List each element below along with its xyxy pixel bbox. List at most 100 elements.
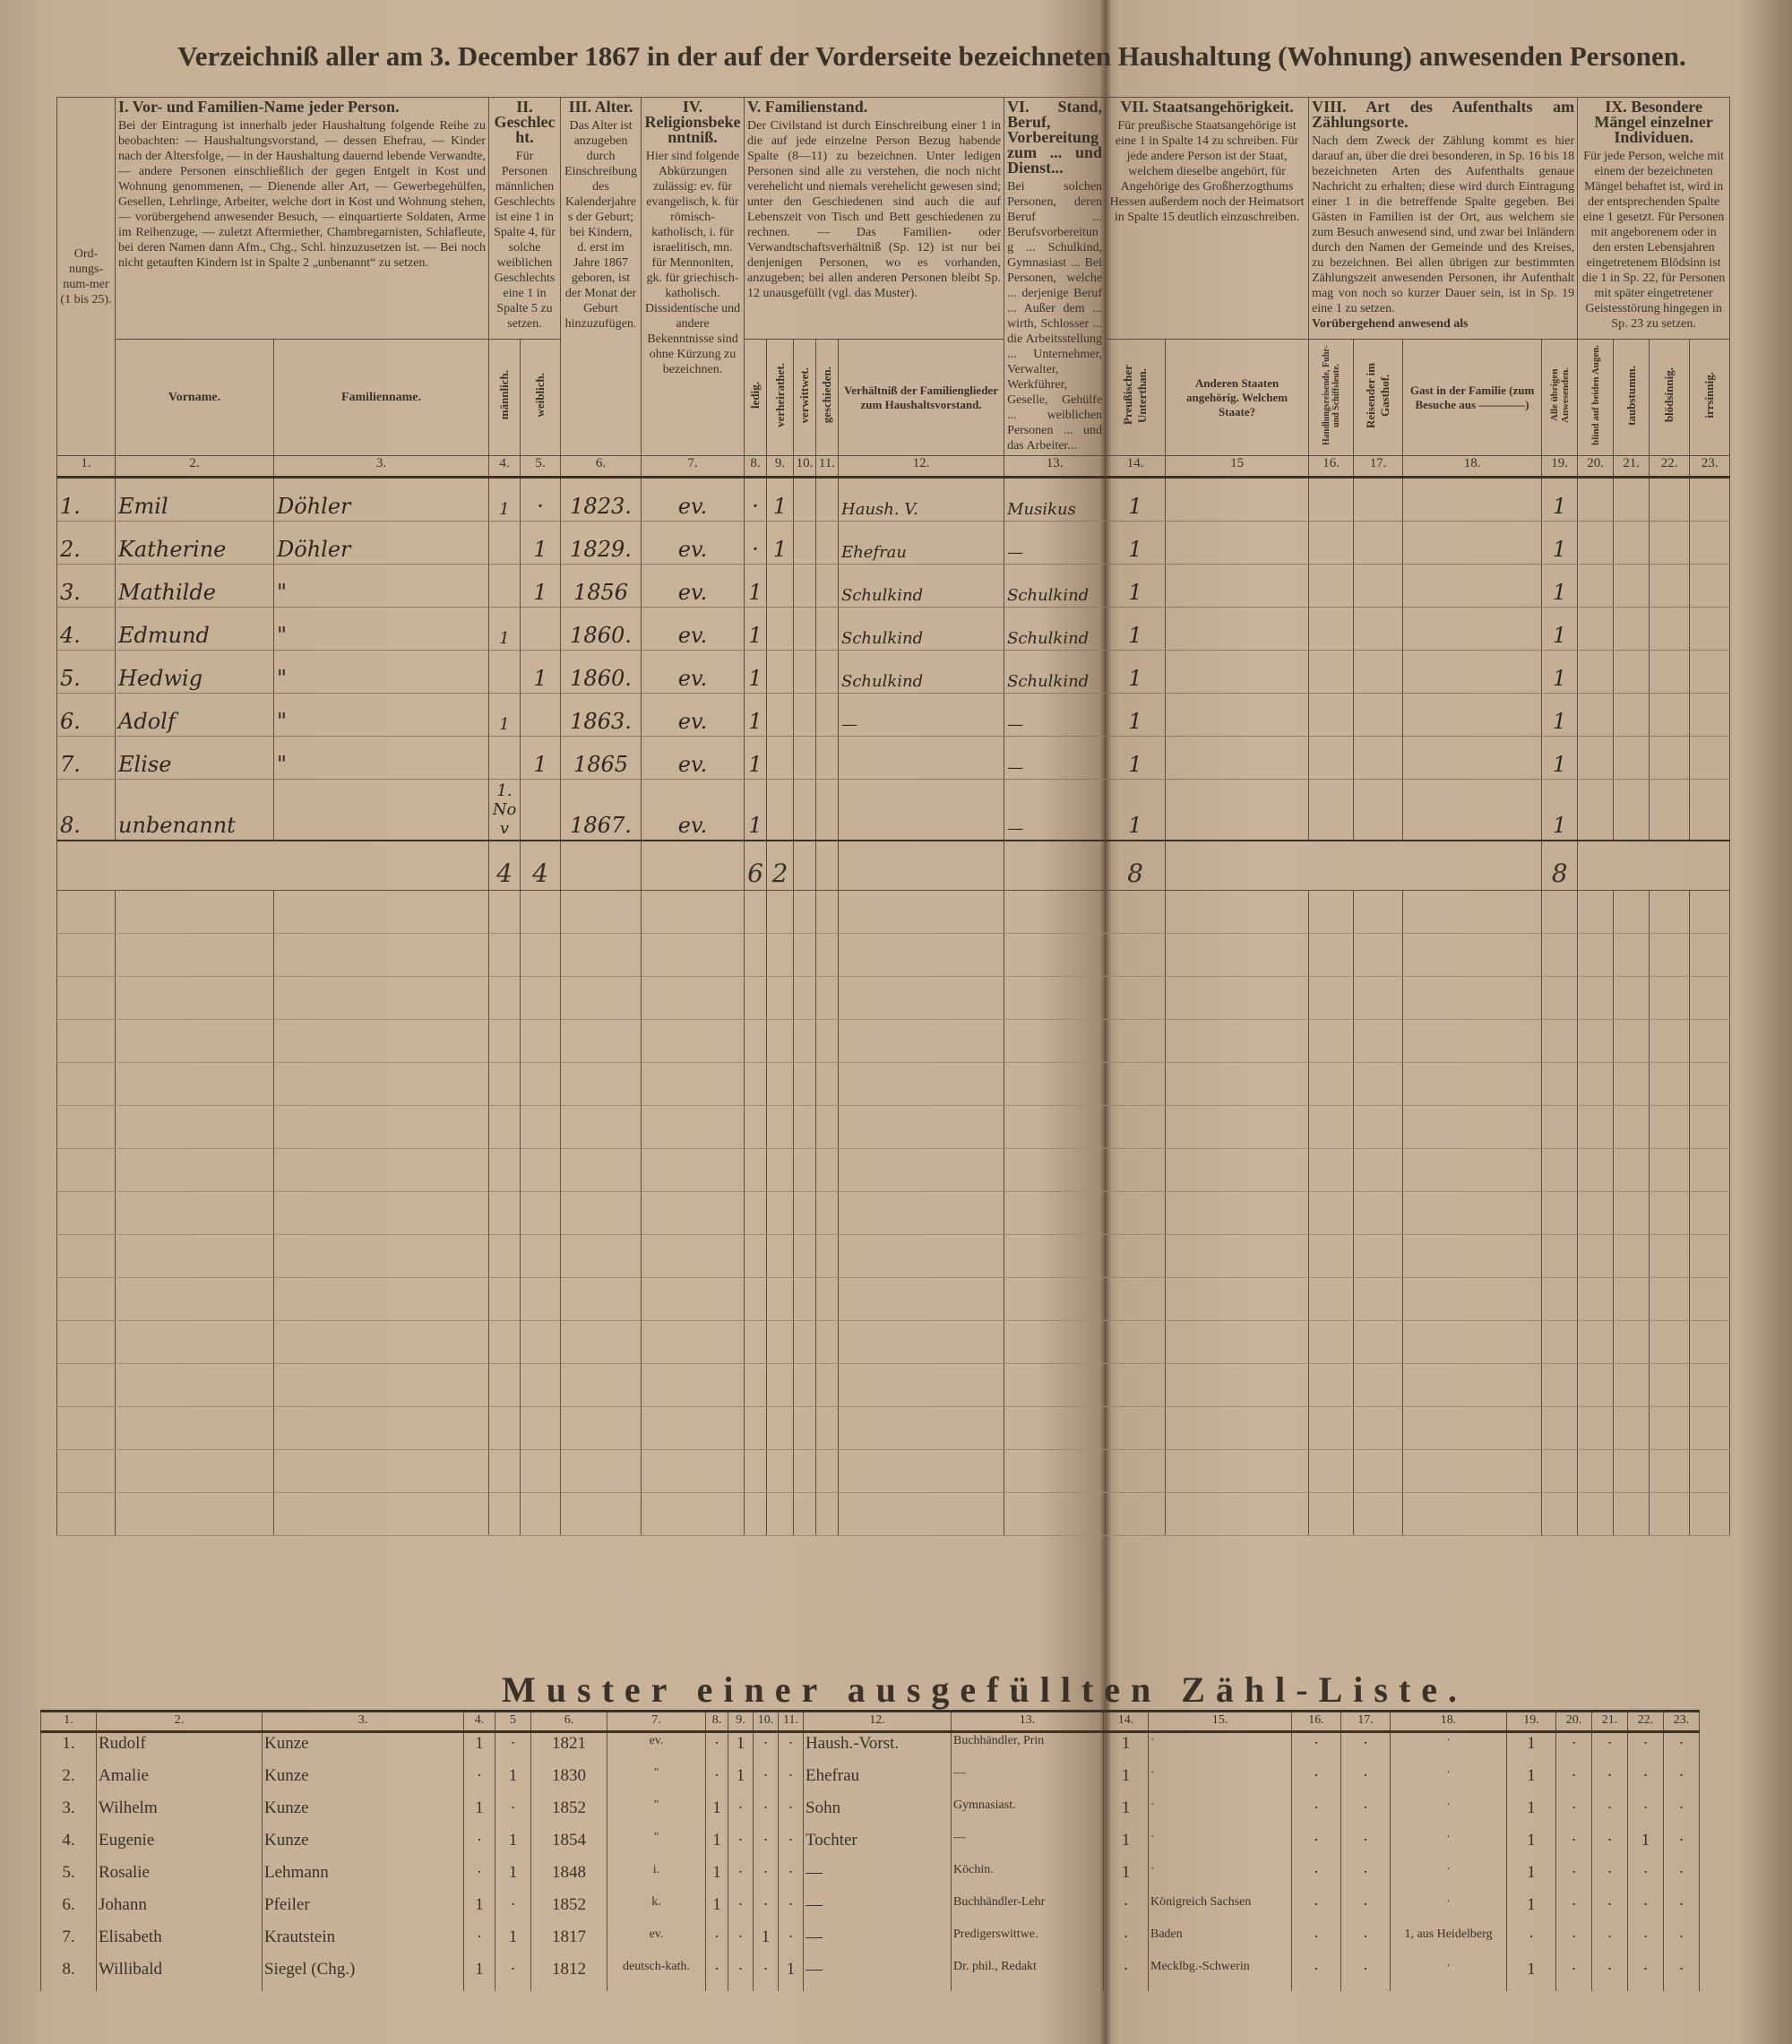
empty-cell [488, 1234, 521, 1278]
empty-cell [1402, 1277, 1543, 1321]
empty-cell [815, 1492, 840, 1536]
cell [766, 650, 795, 694]
empty-cell [838, 1492, 1005, 1536]
cell [1689, 607, 1731, 651]
empty-cell [1353, 1449, 1404, 1493]
empty-cell [1689, 933, 1731, 977]
empty-cell [838, 1062, 1005, 1106]
empty-cell [115, 1277, 274, 1321]
empty-cell [1105, 1449, 1167, 1493]
sample-cell: Kunze [262, 1731, 464, 1765]
sample-cell: · [1506, 1927, 1556, 1959]
cell [838, 736, 1005, 780]
empty-cell [115, 1019, 274, 1063]
empty-cell [766, 890, 795, 934]
empty-cell [766, 1363, 795, 1407]
empty-cell [815, 1363, 840, 1407]
cell: Emil [115, 477, 274, 522]
cell [793, 477, 817, 522]
cell: 1 [519, 736, 562, 780]
sample-row: 5. Rosalie Lehmann · 1 1848 i. 1 · · · — Köchin. 1 · · ·… [40, 1862, 1700, 1894]
empty-cell [641, 1105, 745, 1149]
subheader-ledig: ledig. [744, 339, 768, 456]
sample-cell: 1 [463, 1894, 495, 1927]
sample-cell: 1 [753, 1927, 779, 1959]
cell: 1829. [560, 521, 642, 565]
column-number: 15 [1165, 455, 1310, 479]
cell [1402, 564, 1543, 608]
empty-cell [1165, 1019, 1310, 1063]
empty-cell [1004, 1277, 1107, 1321]
empty-cell [641, 1320, 745, 1364]
empty-cell [766, 933, 795, 977]
sample-cell: Ehefrau [803, 1765, 952, 1798]
empty-cell [1004, 976, 1107, 1020]
empty-cell [1577, 976, 1615, 1020]
empty-cell [1402, 1062, 1543, 1106]
cell [1649, 477, 1691, 522]
sample-cell: 1821 [530, 1731, 607, 1765]
cell [1689, 779, 1731, 841]
cell [815, 564, 840, 608]
empty-cell [1353, 1492, 1404, 1536]
cell [1577, 564, 1615, 608]
sample-cell: · [1591, 1731, 1628, 1765]
cell [1577, 736, 1615, 780]
empty-row [56, 1234, 1731, 1278]
cell [815, 736, 840, 780]
empty-cell [560, 1062, 642, 1106]
sample-cell: 1852 [530, 1798, 607, 1830]
empty-cell [56, 1449, 116, 1493]
cell: 1 [1541, 650, 1579, 694]
cell: 1. [56, 477, 116, 522]
sample-cell: Rosalie [96, 1862, 263, 1894]
cell [1649, 736, 1691, 780]
total-maennlich: 4 [488, 840, 521, 891]
empty-cell [766, 976, 795, 1020]
empty-cell [1689, 1277, 1731, 1321]
cell: 1 [744, 607, 768, 651]
cell [1689, 693, 1731, 737]
sample-cell: — [803, 1959, 952, 1991]
header-religion: IV. Religionsbekenntniß. Hier sind folgen… [641, 97, 745, 456]
sample-row: 1. Rudolf Kunze 1 · 1821 ev. · 1 · · Haush.-Vorst. B… [40, 1731, 1700, 1765]
column-number: 19. [1541, 455, 1579, 479]
empty-cell [1689, 890, 1731, 934]
sample-cell: Sohn [803, 1798, 952, 1830]
cell: 1. Nov [488, 779, 521, 841]
sample-cell: · [1103, 1959, 1149, 1991]
cell: 1823. [560, 477, 642, 522]
sample-cell: · [753, 1959, 779, 1991]
cell: ev. [641, 564, 745, 608]
cell [815, 521, 840, 565]
empty-cell [1649, 1019, 1691, 1063]
cell: Ehefrau [838, 521, 1005, 565]
sample-cell: · [1555, 1830, 1592, 1862]
empty-cell [744, 890, 768, 934]
cell: Döhler [273, 477, 489, 522]
empty-cell [519, 1062, 562, 1106]
empty-cell [560, 1019, 642, 1063]
empty-cell [519, 1449, 562, 1493]
sample-cell: · [705, 1927, 728, 1959]
empty-cell [1577, 1406, 1615, 1450]
empty-cell [1353, 1019, 1404, 1063]
cell: 1 [488, 607, 521, 651]
cell: Haush. V. [838, 477, 1005, 522]
cell: 8. [56, 779, 116, 841]
sample-cell: · [1291, 1830, 1341, 1862]
empty-cell [1165, 1148, 1310, 1192]
empty-row [56, 1277, 1731, 1321]
cell: Musikus [1004, 477, 1107, 522]
cell: 1 [1541, 779, 1579, 841]
sample-cell: Buchhändler-Lehr [951, 1894, 1104, 1927]
empty-cell [56, 1019, 116, 1063]
empty-cell [838, 1019, 1005, 1063]
empty-cell [1402, 1019, 1543, 1063]
empty-cell [766, 1019, 795, 1063]
empty-cell [766, 1191, 795, 1235]
sample-cell: Haush.-Vorst. [803, 1731, 952, 1765]
empty-cell [1649, 1363, 1691, 1407]
sample-cell: — [951, 1830, 1104, 1862]
empty-cell [1541, 1320, 1579, 1364]
